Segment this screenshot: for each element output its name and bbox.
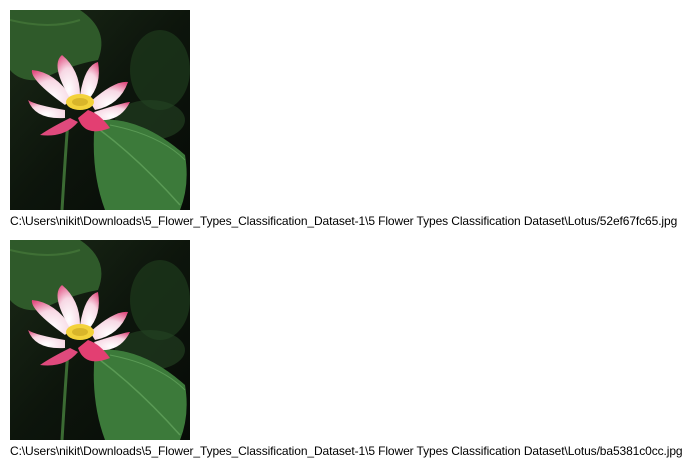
image-path-caption: C:\Users\nikit\Downloads\5_Flower_Types_… <box>10 444 683 458</box>
image-entry: C:\Users\nikit\Downloads\5_Flower_Types_… <box>10 10 677 228</box>
lotus-flower-image <box>10 10 190 210</box>
image-path-caption: C:\Users\nikit\Downloads\5_Flower_Types_… <box>10 214 678 228</box>
image-entry: C:\Users\nikit\Downloads\5_Flower_Types_… <box>10 240 683 458</box>
lotus-flower-image <box>10 240 190 440</box>
